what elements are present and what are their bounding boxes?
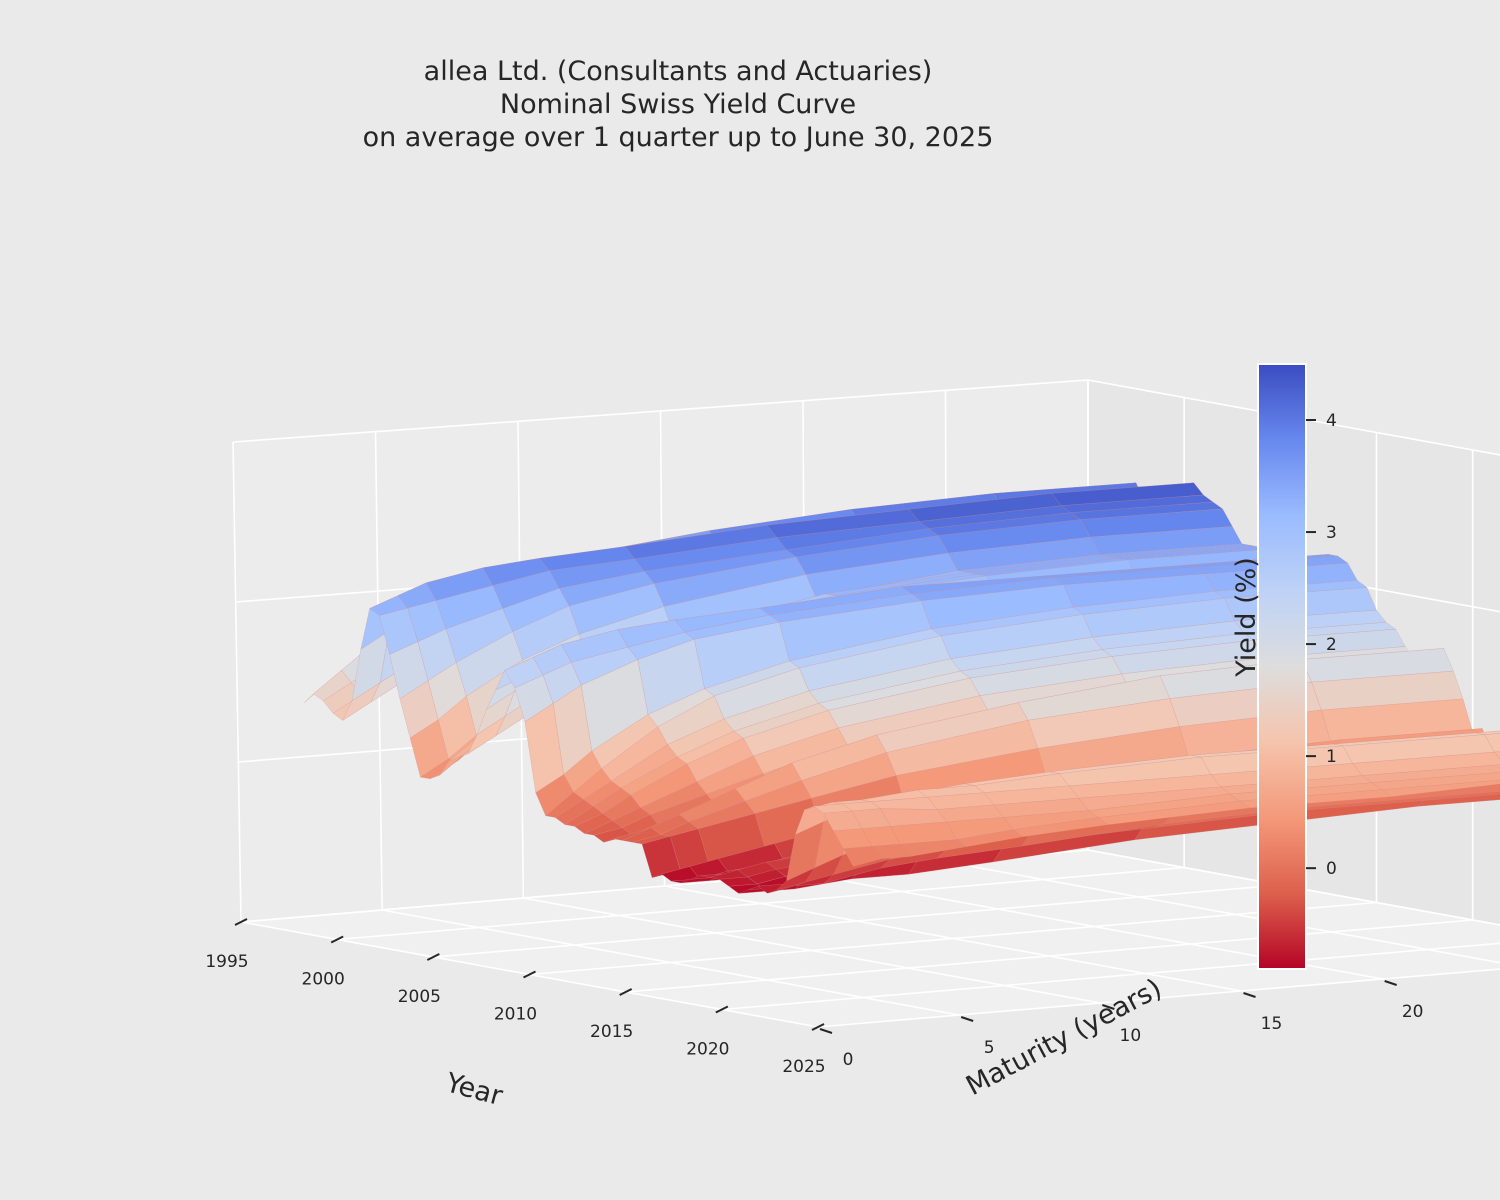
colorbar: 0 1 2 3 4 Yield (%) xyxy=(1231,363,1337,970)
y-tick-label: 0 xyxy=(843,1050,854,1070)
x-tick-label: 2020 xyxy=(686,1040,729,1060)
y-tick xyxy=(1243,992,1256,998)
x-tick xyxy=(811,1023,825,1031)
yield-surface xyxy=(303,482,1500,894)
colorbar-label: Yield (%) xyxy=(1231,557,1262,678)
grid-line-y xyxy=(523,897,1101,1004)
floor-pane xyxy=(241,850,1500,1027)
x-tick xyxy=(330,935,344,944)
x-tick xyxy=(426,953,440,961)
y-tick xyxy=(1384,980,1397,986)
colorbar-gradient xyxy=(1257,363,1307,970)
colorbar-tick-label: 3 xyxy=(1326,523,1337,543)
grid-line-z xyxy=(232,379,1089,443)
x-tick xyxy=(234,918,248,926)
x-tick-label: 2010 xyxy=(494,1005,537,1025)
colorbar-tick-label: 0 xyxy=(1326,859,1337,879)
y-tick xyxy=(960,1016,974,1022)
colorbar-tick-label: 2 xyxy=(1326,635,1337,655)
surface-facet xyxy=(843,846,882,867)
grid-line-y xyxy=(232,441,242,923)
x-tick-label: 1995 xyxy=(205,952,248,972)
title-line-1: allea Ltd. (Consultants and Actuaries) xyxy=(424,56,933,87)
x-tick-label: 2005 xyxy=(398,987,441,1007)
y-tick xyxy=(1102,1004,1115,1010)
grid-line-y xyxy=(664,885,1242,992)
title-line-3: on average over 1 quarter up to June 30,… xyxy=(363,122,994,153)
grid-line-y xyxy=(946,861,1500,964)
y-tick-label: 10 xyxy=(1120,1026,1142,1046)
colorbar-tick-label: 4 xyxy=(1326,411,1337,431)
grid-line-z xyxy=(1087,849,1500,926)
colorbar-tick-label: 1 xyxy=(1326,747,1337,767)
x-tick xyxy=(619,988,633,996)
x-tick-label: 2025 xyxy=(782,1057,825,1077)
x-tick-label: 2015 xyxy=(590,1022,633,1042)
x-tick-label: 2000 xyxy=(302,970,345,990)
x-tick xyxy=(715,1005,729,1014)
x-tick xyxy=(523,970,536,979)
colorbar-ticks: 0 1 2 3 4 xyxy=(1306,411,1337,879)
grid-line-y xyxy=(382,909,960,1016)
y-tick-label: 5 xyxy=(984,1038,995,1058)
x-axis-label: Year xyxy=(442,1067,507,1112)
chart-title: allea Ltd. (Consultants and Actuaries) N… xyxy=(363,56,994,153)
grid-line-z xyxy=(1087,379,1500,456)
title-line-2: Nominal Swiss Yield Curve xyxy=(500,89,856,120)
axis-ticks: 1995200020052010201520202025051015202530… xyxy=(205,918,1424,1077)
y-tick-label: 20 xyxy=(1402,1002,1424,1022)
y-tick xyxy=(819,1028,833,1034)
y-tick-label: 15 xyxy=(1261,1014,1283,1034)
